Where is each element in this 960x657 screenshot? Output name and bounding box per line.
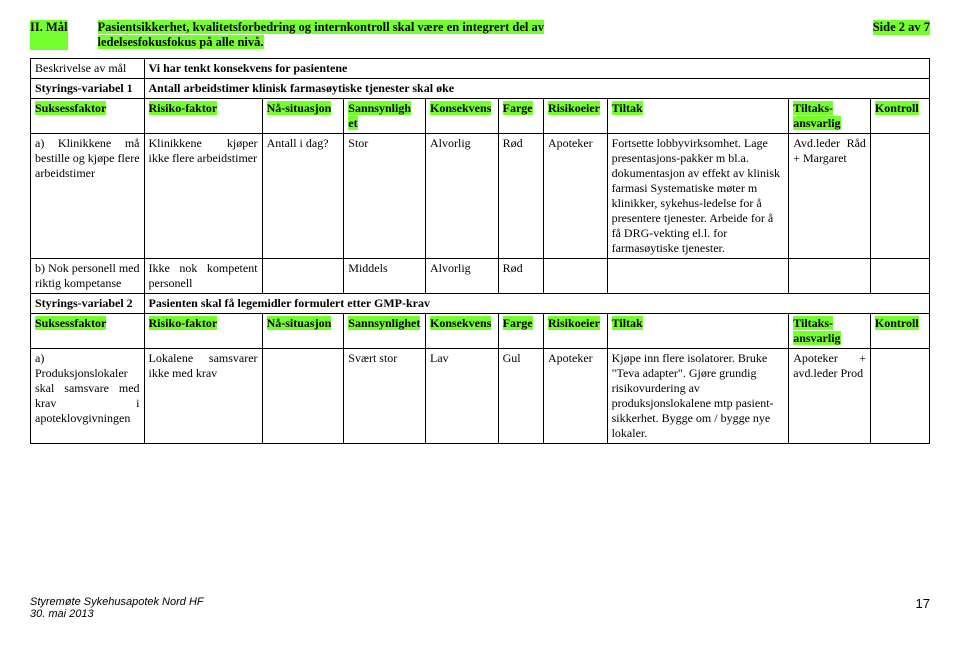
cell: Fortsette lobbyvirksomhet. Lage presenta… (607, 134, 789, 259)
cell: Klinikkene kjøper ikke flere arbeidstime… (144, 134, 262, 259)
cell: Konsekvens (426, 99, 499, 134)
cell: Lav (426, 349, 499, 444)
cell: Sannsynlighet (344, 314, 426, 349)
cell: Nå-situasjon (262, 314, 344, 349)
cell: Kontroll (870, 99, 929, 134)
maal-text: Pasientsikkerhet, kvalitetsforbedring og… (98, 20, 545, 50)
cell: Vi har tenkt konsekvens for pasientene (144, 59, 929, 79)
risk-table: Beskrivelse av mål Vi har tenkt konsekve… (30, 58, 930, 444)
row-b-personell: b) Nok personell med riktig kompetanse I… (31, 259, 930, 294)
cell: Stor (344, 134, 426, 259)
cell: Alvorlig (426, 259, 499, 294)
row-styr1: Styrings-variabel 1 Antall arbeidstimer … (31, 79, 930, 99)
cell: Beskrivelse av mål (31, 59, 145, 79)
cell: Risikoeier (544, 99, 608, 134)
footer-line-2: 30. mai 2013 (30, 608, 94, 620)
cell (262, 259, 344, 294)
cell: Alvorlig (426, 134, 499, 259)
cell: Rød (498, 259, 543, 294)
cell: Sannsynligh et (344, 99, 426, 134)
cell: Middels (344, 259, 426, 294)
cell: Farge (498, 314, 543, 349)
cell (262, 349, 344, 444)
row-header-2: Suksessfaktor Risiko-faktor Nå-situasjon… (31, 314, 930, 349)
header-row: II. Mål Pasientsikkerhet, kvalitetsforbe… (30, 20, 930, 50)
cell: a) Produksjonslokaler skal samsvare med … (31, 349, 145, 444)
cell: Tiltak (607, 314, 789, 349)
cell: Risiko-faktor (144, 99, 262, 134)
cell (870, 259, 929, 294)
cell: Farge (498, 99, 543, 134)
cell: Risikoeier (544, 314, 608, 349)
cell: Antall arbeidstimer klinisk farmasøytisk… (144, 79, 929, 99)
cell: Konsekvens (426, 314, 499, 349)
row-header-1: Suksessfaktor Risiko-faktor Nå-situasjon… (31, 99, 930, 134)
cell (607, 259, 789, 294)
cell: Apoteker (544, 349, 608, 444)
cell: Tiltaks- ansvarlig (789, 314, 871, 349)
cell: Gul (498, 349, 543, 444)
cell: Svært stor (344, 349, 426, 444)
cell: Styrings-variabel 1 (31, 79, 145, 99)
page-number: Side 2 av 7 (873, 20, 930, 35)
cell: Kjøpe inn flere isolatorer. Bruke "Teva … (607, 349, 789, 444)
cell: b) Nok personell med riktig kompetanse (31, 259, 145, 294)
cell: Antall i dag? (262, 134, 344, 259)
cell (544, 259, 608, 294)
cell: Styrings-variabel 2 (31, 294, 145, 314)
cell: Nå-situasjon (262, 99, 344, 134)
row-styr2: Styrings-variabel 2 Pasienten skal få le… (31, 294, 930, 314)
cell: Apoteker (544, 134, 608, 259)
cell (789, 259, 871, 294)
cell: Avd.leder Råd + Margaret (789, 134, 871, 259)
cell (870, 134, 929, 259)
footer: Styremøte Sykehusapotek Nord HF 30. mai … (30, 596, 930, 620)
cell: Rød (498, 134, 543, 259)
footer-line-1: Styremøte Sykehusapotek Nord HF (30, 596, 204, 608)
cell: Lokalene samsvarer ikke med krav (144, 349, 262, 444)
cell: Suksessfaktor (31, 314, 145, 349)
cell: Ikke nok kompetent personell (144, 259, 262, 294)
footer-page: 17 (916, 596, 930, 620)
cell: Tiltaks- ansvarlig (789, 99, 871, 134)
cell: Suksessfaktor (31, 99, 145, 134)
cell (870, 349, 929, 444)
cell: Pasienten skal få legemidler formulert e… (144, 294, 929, 314)
cell: Kontroll (870, 314, 929, 349)
maal-label: II. Mål (30, 20, 68, 50)
cell: Apoteker + avd.leder Prod (789, 349, 871, 444)
row-a-klinikkene: a) Klinikkene må bestille og kjøpe flere… (31, 134, 930, 259)
row-beskrivelse: Beskrivelse av mål Vi har tenkt konsekve… (31, 59, 930, 79)
row-a-produksjon: a) Produksjonslokaler skal samsvare med … (31, 349, 930, 444)
cell: a) Klinikkene må bestille og kjøpe flere… (31, 134, 145, 259)
cell: Tiltak (607, 99, 789, 134)
cell: Risiko-faktor (144, 314, 262, 349)
